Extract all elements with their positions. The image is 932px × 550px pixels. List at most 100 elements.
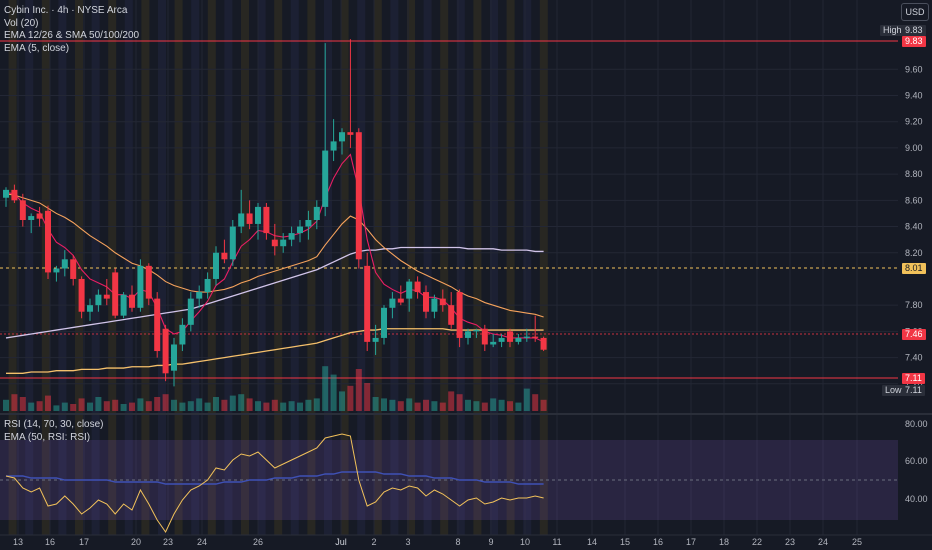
x-tick-label: 25: [852, 537, 862, 547]
volume-bar: [95, 397, 102, 411]
volume-bar: [129, 402, 135, 411]
candle-body: [204, 278, 211, 293]
candle-body: [515, 337, 522, 342]
ema-legend[interactable]: EMA (5, close): [4, 43, 70, 54]
x-tick-label: 10: [520, 537, 530, 547]
session-band: [324, 0, 332, 535]
candle-body: [397, 298, 404, 303]
x-tick-label: 17: [686, 537, 696, 547]
rsi-legend[interactable]: RSI (14, 70, 30, close): [4, 419, 104, 430]
x-tick-label: 23: [785, 537, 795, 547]
candle-body: [507, 331, 513, 342]
volume-bar: [154, 397, 161, 411]
candle-body: [45, 210, 51, 273]
candle-body: [255, 206, 261, 224]
candle-body: [19, 200, 26, 220]
session-band: [473, 0, 482, 535]
candle-body: [78, 278, 85, 312]
rsi-ema-legend[interactable]: EMA (50, RSI: RSI): [4, 432, 91, 443]
volume-bar: [36, 401, 43, 411]
candle-body: [313, 206, 320, 220]
volume-bar: [171, 399, 177, 411]
volume-bar: [473, 401, 480, 411]
candle-body: [498, 337, 505, 342]
volume-bar: [204, 402, 211, 411]
rsi-band: [0, 440, 898, 520]
volume-bar: [19, 397, 26, 411]
y-tick-label: 8.20: [905, 248, 923, 258]
volume-bar: [389, 399, 396, 411]
sma-200-line: [6, 328, 544, 374]
x-tick-label: 11: [552, 537, 561, 547]
sma-100-line: [5, 246, 544, 339]
volume-bar: [431, 401, 438, 411]
volume-bar: [87, 402, 93, 411]
candle-body: [389, 298, 396, 308]
volume-bar: [481, 402, 488, 411]
low-value: 7.11: [902, 385, 925, 396]
candle-body: [364, 265, 371, 342]
support-tag: 7.11: [902, 373, 925, 384]
candle-body: [162, 328, 169, 374]
volume-bar: [271, 399, 278, 411]
x-tick-label: 18: [719, 537, 729, 547]
x-tick-label: 20: [131, 537, 141, 547]
session-band: [373, 0, 382, 535]
volume-bar: [45, 395, 51, 411]
volume-bar: [103, 401, 110, 411]
volume-bar: [61, 402, 68, 411]
last-price-tag: 7.46: [902, 329, 926, 340]
volume-bar: [11, 394, 18, 411]
candle-body: [414, 281, 421, 293]
x-tick-label: 14: [587, 537, 597, 547]
currency-button[interactable]: USD: [901, 3, 929, 21]
high-line-tag: 9.83: [902, 36, 926, 47]
session-band: [307, 0, 316, 535]
x-tick-label: 8: [455, 537, 460, 547]
session-band: [108, 0, 117, 535]
candle-body: [36, 213, 43, 219]
x-tick-label: 16: [653, 537, 663, 547]
candle-body: [11, 189, 18, 201]
volume-legend[interactable]: Vol (20): [4, 18, 39, 29]
volume-bar: [532, 394, 539, 411]
session-band: [257, 0, 266, 535]
volume-bar: [490, 398, 497, 411]
candle-body: [372, 337, 379, 342]
symbol-legend[interactable]: Cybin Inc. · 4h · NYSE Arca: [4, 5, 128, 16]
high-label: High: [880, 25, 905, 36]
candle-body: [112, 272, 119, 316]
volume-bar: [145, 401, 152, 411]
candle-body: [179, 324, 186, 345]
rsi-tick-label: 40.00: [905, 494, 928, 504]
x-tick-label: 2: [371, 537, 376, 547]
volume-bar: [456, 394, 463, 411]
candle-body: [61, 259, 68, 269]
high-value: 9.83: [902, 25, 926, 36]
volume-bar: [238, 394, 245, 411]
volume-bar: [515, 402, 522, 411]
volume-bar: [322, 366, 329, 411]
ma-legend[interactable]: EMA 12/26 & SMA 50/100/200: [4, 30, 140, 41]
volume-bar: [439, 402, 446, 411]
candle-body: [196, 292, 203, 299]
candle-body: [213, 252, 219, 279]
session-band: [174, 0, 183, 535]
candle-body: [280, 239, 287, 247]
volume-bar: [213, 397, 219, 411]
y-tick-label: 9.60: [905, 64, 923, 74]
candle-body: [456, 292, 463, 338]
x-tick-label: 3: [405, 537, 410, 547]
x-tick-label: 24: [197, 537, 207, 547]
volume-bar: [523, 388, 530, 411]
candle-body: [263, 206, 270, 234]
candle-body: [3, 189, 9, 198]
candle-body: [145, 265, 152, 299]
volume-bar: [381, 398, 387, 411]
y-tick-label: 9.40: [905, 91, 923, 101]
session-band: [539, 0, 548, 535]
candle-body: [473, 330, 480, 332]
candle-body: [70, 259, 77, 279]
candle-body: [129, 294, 135, 308]
